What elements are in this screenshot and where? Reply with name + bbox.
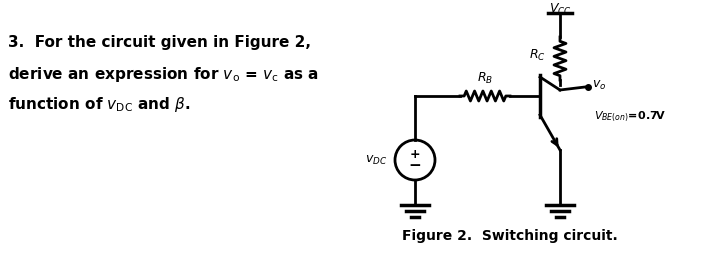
Text: +: +: [409, 148, 420, 161]
Text: function of $\mathit{v}_\mathrm{DC}$ and $\beta$.: function of $\mathit{v}_\mathrm{DC}$ and…: [8, 95, 191, 114]
Text: $V_{CC}$: $V_{CC}$: [549, 2, 571, 17]
Text: $v_{DC}$: $v_{DC}$: [365, 153, 387, 166]
Text: derive an expression for $\mathit{v}_\mathrm{o}$ = $\mathit{v}_\mathrm{c}$ as a: derive an expression for $\mathit{v}_\ma…: [8, 65, 319, 84]
Text: −: −: [409, 158, 422, 174]
Text: Figure 2.  Switching circuit.: Figure 2. Switching circuit.: [402, 229, 618, 243]
Text: $v_o$: $v_o$: [592, 78, 607, 91]
Text: $R_C$: $R_C$: [529, 48, 546, 63]
Text: $R_B$: $R_B$: [477, 71, 493, 86]
Text: 3.  For the circuit given in Figure 2,: 3. For the circuit given in Figure 2,: [8, 35, 311, 50]
Text: $V_{BE(on)}$=0.7V: $V_{BE(on)}$=0.7V: [594, 110, 666, 124]
